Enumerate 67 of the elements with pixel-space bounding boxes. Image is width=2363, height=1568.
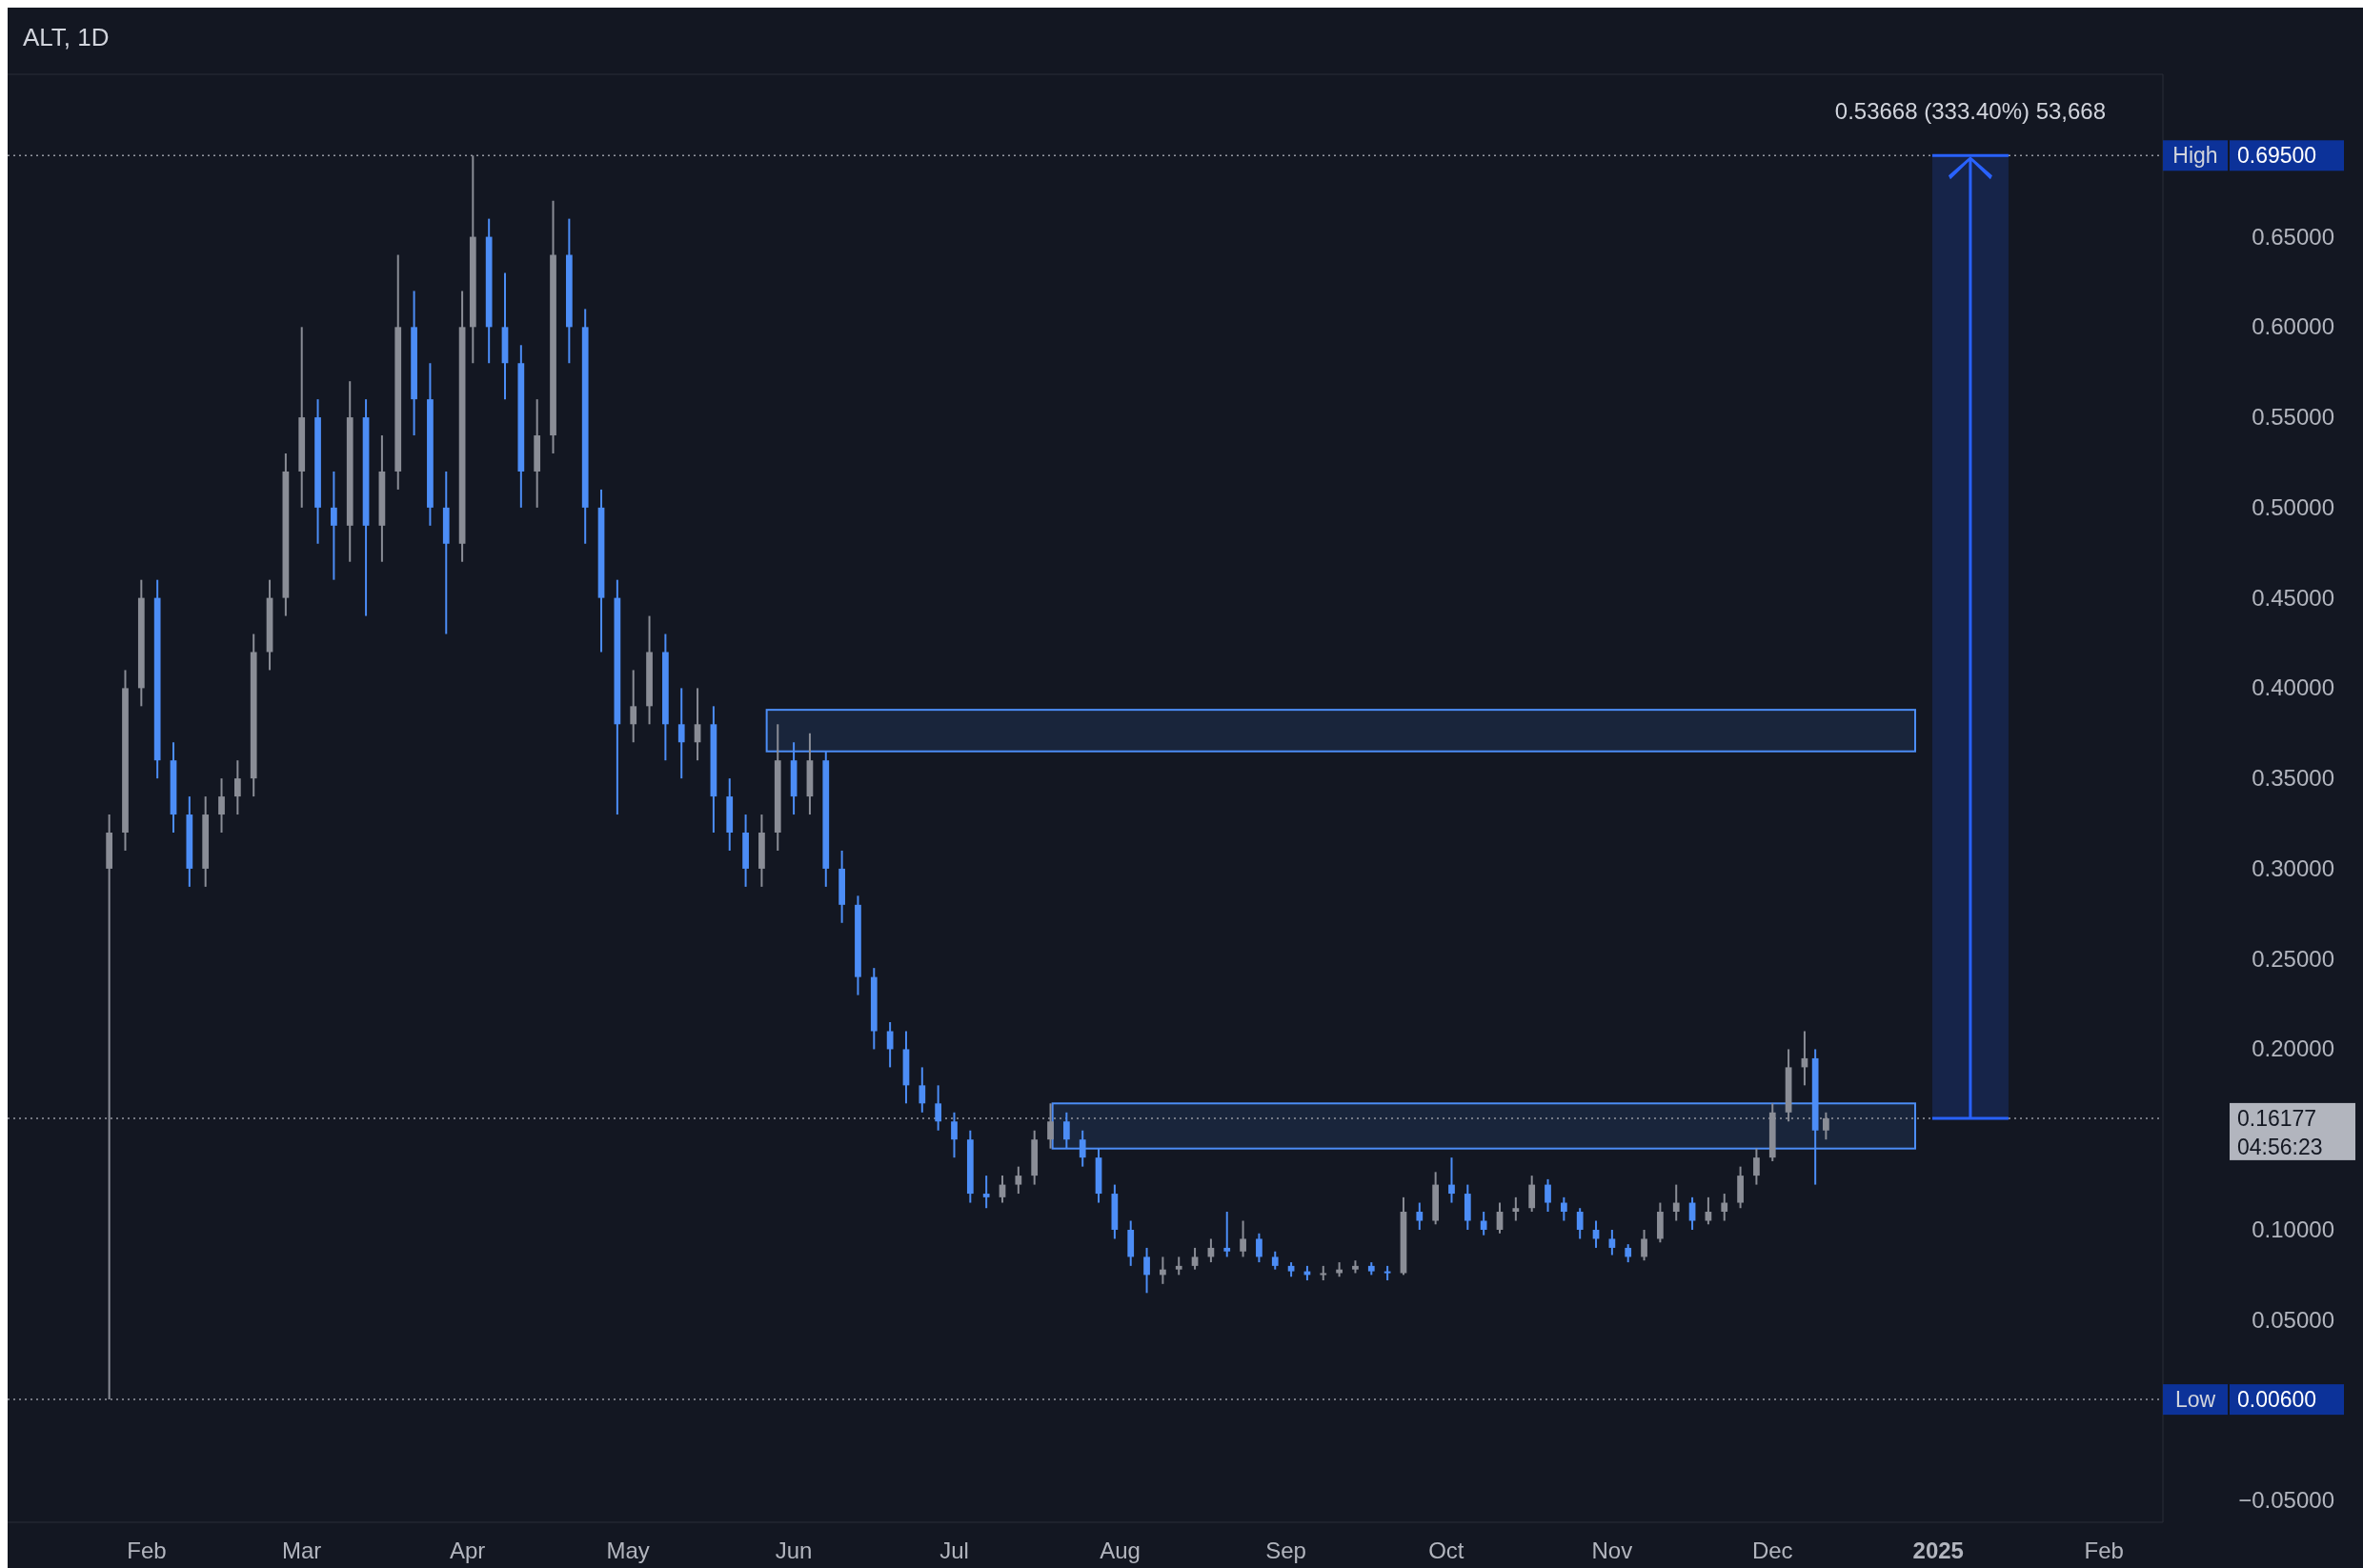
y-tick-label: 0.25000	[2252, 945, 2334, 972]
candlestick	[218, 777, 225, 834]
candlestick	[1416, 1201, 1424, 1231]
annotation: 0.53668 (333.40%) 53,668	[1834, 98, 2107, 125]
candlestick	[1672, 1183, 1680, 1222]
ref-line-label: Low	[2174, 1387, 2216, 1413]
y-tick-label: 0.60000	[2252, 313, 2334, 340]
chart-title: ALT, 1D	[23, 23, 110, 51]
candlestick	[1062, 1111, 1070, 1150]
ref-line-label: High	[2172, 143, 2218, 169]
candlestick	[331, 470, 337, 581]
x-tick-label: Apr	[450, 1538, 486, 1563]
candlestick	[1160, 1256, 1166, 1285]
candlestick	[1641, 1228, 1647, 1262]
x-tick-label: Mar	[282, 1538, 322, 1563]
x-tick-label: Sep	[1265, 1538, 1306, 1563]
candlestick	[1545, 1177, 1551, 1214]
candlestick	[982, 1175, 990, 1210]
x-tick-label: May	[606, 1538, 650, 1563]
candlestick	[1625, 1243, 1632, 1264]
x-tick-label: Nov	[1591, 1538, 1633, 1563]
x-tick-label: Feb	[2084, 1538, 2124, 1563]
candlestick	[1015, 1165, 1022, 1196]
y-tick-label: 0.50000	[2252, 493, 2334, 520]
text: 0.16177	[2237, 1105, 2317, 1131]
candlestick	[1191, 1246, 1199, 1271]
candlestick	[630, 669, 637, 744]
candlestick	[919, 1066, 926, 1114]
x-tick-label: Dec	[1751, 1538, 1793, 1563]
x-tick-label: 2025	[1912, 1538, 1964, 1563]
x-tick-label: Jun	[775, 1538, 813, 1563]
text: 0.69500	[2237, 143, 2317, 169]
y-tick-label: 0.10000	[2252, 1216, 2334, 1242]
candlestick	[1223, 1211, 1231, 1258]
y-tick-label: 0.55000	[2252, 404, 2334, 431]
candlestick	[1608, 1228, 1616, 1256]
x-tick-label: Feb	[127, 1538, 167, 1563]
candlestick	[1721, 1193, 1728, 1222]
candlestick	[1560, 1196, 1567, 1222]
candlestick	[1143, 1246, 1150, 1295]
y-tick-label: 0.65000	[2252, 223, 2334, 250]
candlestick	[1480, 1211, 1487, 1236]
candlestick	[1175, 1256, 1182, 1277]
candlestick	[1256, 1232, 1262, 1264]
y-tick-label: −0.05000	[2238, 1487, 2334, 1514]
text: 0.00600	[2237, 1387, 2317, 1413]
y-tick-label: 0.45000	[2252, 584, 2334, 611]
candlestick	[1079, 1129, 1086, 1168]
candlestick	[677, 687, 685, 780]
candlestick	[1753, 1147, 1760, 1186]
candlestick	[935, 1084, 942, 1132]
x-tick-label: Aug	[1100, 1538, 1141, 1563]
candlestick	[1512, 1196, 1520, 1222]
y-tick-label: 0.05000	[2252, 1306, 2334, 1333]
y-tick-label: 0.30000	[2252, 854, 2334, 881]
candlestick	[233, 759, 241, 816]
x-tick-label: Oct	[1428, 1538, 1464, 1563]
y-tick-label: 0.35000	[2252, 765, 2334, 792]
text: 04:56:23	[2237, 1134, 2323, 1159]
candlestick	[1576, 1207, 1584, 1240]
candlestick	[951, 1111, 958, 1159]
candlestick	[1271, 1250, 1279, 1271]
x-tick-label: Jul	[939, 1538, 969, 1563]
candlestick	[1240, 1219, 1246, 1258]
y-tick-label: 0.40000	[2252, 674, 2334, 701]
candlestick	[1448, 1156, 1455, 1204]
y-tick-label: 0.20000	[2252, 1035, 2334, 1062]
